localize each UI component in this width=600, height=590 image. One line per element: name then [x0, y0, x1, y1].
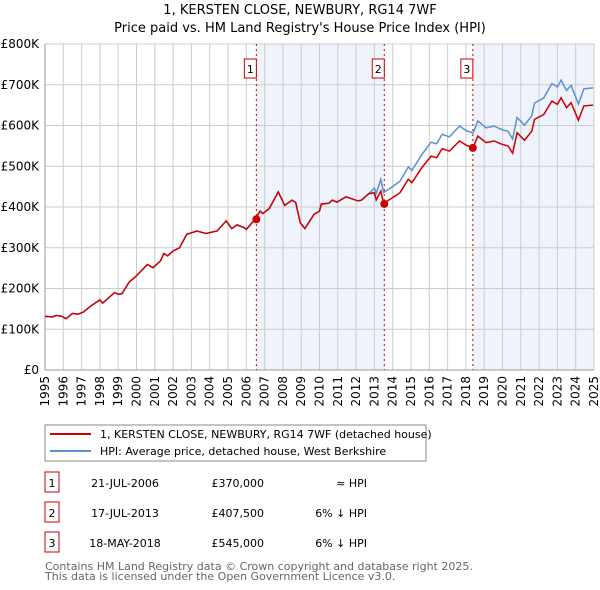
x-tick-label: 1996: [56, 376, 70, 407]
legend-label-hpi: HPI: Average price, detached house, West…: [100, 445, 386, 458]
y-tick-label: £200K: [1, 282, 41, 296]
x-tick-label: 2019: [477, 376, 491, 407]
x-tick-label: 2018: [459, 376, 473, 407]
footer-line-1: Contains HM Land Registry data © Crown c…: [45, 560, 473, 573]
sale-point-1: [252, 215, 261, 224]
x-tick-label: 2023: [550, 376, 564, 407]
legend-label-property: 1, KERSTEN CLOSE, NEWBURY, RG14 7WF (det…: [100, 428, 432, 441]
x-tick-label: 2017: [441, 376, 455, 407]
transaction-row: 1 21-JUL-2006 £370,000 ≈ HPI: [44, 471, 367, 493]
sale-point-2: [380, 199, 389, 208]
y-tick-label: £400K: [1, 200, 41, 214]
transaction-id: 1: [49, 477, 56, 490]
transaction-date: 17-JUL-2013: [91, 507, 159, 520]
sale-label-box-1: [243, 58, 257, 79]
transaction-id-box: [44, 501, 60, 523]
x-tick-label: 2010: [313, 376, 327, 407]
sale-label-1: 1: [247, 63, 254, 76]
y-tick-label: £300K: [1, 241, 41, 255]
x-tick-label: 2012: [349, 376, 363, 407]
transaction-price: £545,000: [212, 537, 265, 550]
x-tick-label: 2002: [166, 376, 180, 407]
x-tick-label: 1999: [111, 376, 125, 407]
x-tick-label: 2001: [148, 376, 162, 407]
x-tick-label: 2020: [496, 376, 510, 407]
x-tick-label: 2000: [130, 376, 144, 407]
x-tick-label: 2014: [386, 376, 400, 407]
x-tick-label: 2008: [276, 376, 290, 407]
x-tick-label: 1997: [75, 376, 89, 407]
x-tick-label: 2004: [203, 376, 217, 407]
x-tick-label: 2006: [239, 376, 253, 407]
x-tick-label: 2015: [404, 376, 418, 407]
transaction-row: 2 17-JUL-2013 £407,500 6% ↓ HPI: [44, 501, 367, 523]
x-tick-label: 2021: [514, 376, 528, 407]
x-tick-label: 2025: [587, 376, 600, 407]
sale-label-box-3: [460, 58, 474, 79]
legend-box: [44, 424, 427, 462]
chart-subtitle: Price paid vs. HM Land Registry's House …: [114, 21, 486, 36]
x-tick-label: 2011: [331, 376, 345, 407]
y-tick-label: £100K: [1, 322, 41, 336]
transaction-price: £407,500: [212, 507, 265, 520]
y-tick-label: £800K: [1, 37, 41, 51]
property-price-line: [44, 96, 594, 320]
transaction-row: 3 18-MAY-2018 £545,000 6% ↓ HPI: [44, 531, 367, 553]
chart-title: 1, KERSTEN CLOSE, NEWBURY, RG14 7WF: [163, 3, 436, 18]
y-tick-label: £500K: [1, 159, 41, 173]
y-tick-label: £700K: [1, 78, 41, 92]
transaction-id: 3: [49, 537, 56, 550]
x-tick-label: 2024: [569, 376, 583, 407]
transaction-id-box: [44, 531, 60, 553]
y-tick-label: £600K: [1, 119, 41, 133]
transaction-date: 21-JUL-2006: [91, 477, 159, 490]
sale-label-3: 3: [463, 63, 470, 76]
transaction-id-box: [44, 471, 60, 493]
transaction-date: 18-MAY-2018: [89, 537, 161, 550]
transaction-price: £370,000: [212, 477, 265, 490]
x-tick-label: 2005: [221, 376, 235, 407]
transaction-id: 2: [49, 507, 56, 520]
x-tick-label: 1998: [93, 376, 107, 407]
x-tick-label: 2007: [258, 376, 272, 407]
x-tick-label: 1995: [38, 376, 52, 407]
x-tick-label: 2016: [422, 376, 436, 407]
transaction-hpi-comparison: 6% ↓ HPI: [315, 507, 367, 520]
transaction-hpi-comparison: 6% ↓ HPI: [315, 537, 367, 550]
sale-label-2: 2: [375, 63, 382, 76]
y-tick-label: £0: [24, 363, 39, 377]
x-tick-label: 2003: [184, 376, 198, 407]
transaction-hpi-comparison: ≈ HPI: [336, 477, 367, 490]
x-tick-label: 2022: [532, 376, 546, 407]
footer-line-2: This data is licensed under the Open Gov…: [44, 570, 395, 583]
x-tick-label: 2013: [367, 376, 381, 407]
x-tick-label: 2009: [294, 376, 308, 407]
sale-point-3: [468, 143, 477, 152]
sale-label-box-2: [371, 58, 385, 79]
